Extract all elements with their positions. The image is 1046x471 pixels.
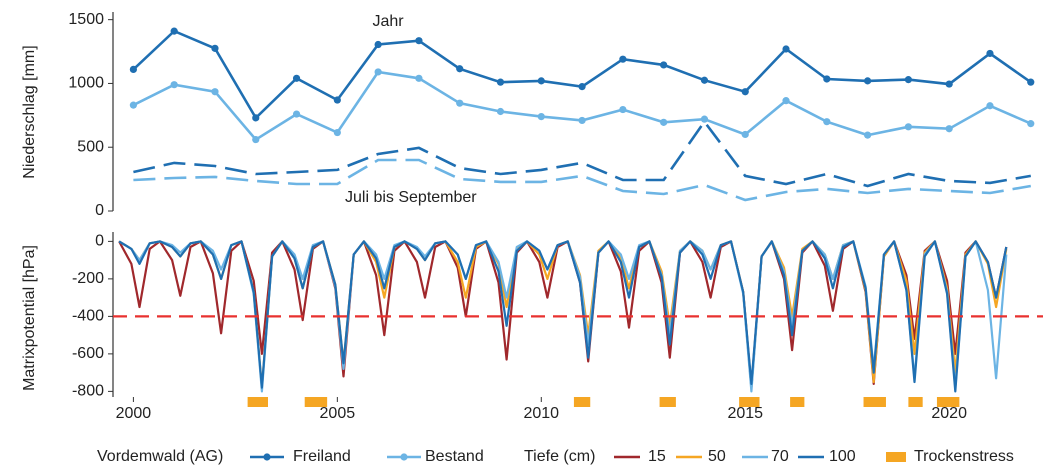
- stress-bar: [739, 397, 760, 407]
- point: [986, 49, 994, 58]
- point: [945, 125, 953, 133]
- y-tick-label: 1500: [68, 11, 104, 28]
- point: [211, 88, 219, 96]
- point: [292, 74, 301, 82]
- y-tick-label: -200: [72, 270, 104, 287]
- point: [823, 75, 831, 83]
- point: [415, 74, 423, 82]
- y-tick-label: 500: [77, 138, 104, 155]
- point: [170, 27, 178, 35]
- legend-label: Freiland: [293, 448, 351, 465]
- point: [496, 107, 505, 116]
- point: [782, 97, 790, 105]
- point: [945, 80, 953, 88]
- point: [660, 61, 668, 69]
- point: [1027, 120, 1035, 128]
- point: [252, 135, 260, 144]
- site-label: Vordemwald (AG): [97, 448, 223, 465]
- y-tick-label: 0: [95, 202, 104, 219]
- point: [578, 116, 586, 125]
- y-tick-label: 0: [95, 233, 104, 250]
- dashed-line: [133, 119, 1032, 188]
- point: [537, 77, 545, 85]
- legend-label: Trockenstress: [914, 448, 1014, 465]
- line: [132, 29, 1032, 120]
- stress-bar: [936, 397, 960, 407]
- point: [578, 83, 586, 91]
- annotation: Juli bis September: [345, 189, 477, 206]
- x-tick-label: 2000: [116, 405, 152, 422]
- point: [374, 68, 382, 76]
- legend-label: 15: [648, 448, 666, 465]
- point: [864, 77, 872, 85]
- point: [374, 40, 382, 49]
- y-axis-label: Niederschlag [mm]: [21, 45, 38, 178]
- legend-label: Bestand: [425, 448, 484, 465]
- x-tick-label: 2020: [931, 405, 967, 422]
- stress-bar: [659, 397, 676, 407]
- y-tick-label: -800: [72, 383, 104, 400]
- legend-swatch: [263, 453, 271, 461]
- stress-bar: [247, 397, 268, 407]
- legend-title: Tiefe (cm): [524, 448, 595, 465]
- point: [333, 96, 341, 104]
- point: [741, 130, 749, 139]
- point: [904, 123, 912, 131]
- y-tick-label: -600: [72, 345, 104, 362]
- point: [496, 78, 505, 86]
- point: [129, 101, 137, 109]
- line: [118, 240, 1008, 393]
- legend-label: 50: [708, 448, 726, 465]
- point: [904, 76, 912, 84]
- point: [129, 65, 137, 74]
- point: [823, 118, 831, 126]
- point: [700, 76, 709, 84]
- point: [986, 102, 994, 110]
- point: [782, 45, 790, 53]
- x-tick-label: 2005: [320, 405, 356, 422]
- point: [170, 81, 178, 89]
- point: [415, 37, 423, 45]
- y-tick-label: -400: [72, 308, 104, 325]
- point: [660, 118, 668, 126]
- legend-swatch: [886, 452, 906, 462]
- legend-label: 70: [771, 448, 789, 465]
- stress-bar: [573, 397, 591, 407]
- point: [537, 113, 545, 121]
- point: [333, 128, 341, 137]
- point: [619, 55, 627, 63]
- point: [741, 88, 749, 96]
- point: [211, 44, 219, 52]
- x-tick-label: 2015: [727, 405, 763, 422]
- x-tick-label: 2010: [523, 405, 559, 422]
- point: [252, 114, 260, 122]
- point: [864, 131, 872, 139]
- stress-bar: [908, 397, 923, 407]
- stress-bar: [790, 397, 805, 407]
- stress-bar: [863, 397, 886, 407]
- stress-bar: [304, 397, 328, 407]
- point: [292, 110, 301, 118]
- legend-label: 100: [829, 448, 856, 465]
- point: [700, 115, 709, 123]
- y-tick-label: 1000: [68, 75, 104, 92]
- y-axis-label: Matrixpotential [hPa]: [21, 245, 38, 391]
- point: [1027, 78, 1035, 86]
- annotation: Jahr: [372, 13, 404, 30]
- point: [456, 65, 464, 73]
- legend-swatch: [400, 453, 408, 461]
- point: [619, 105, 627, 114]
- point: [456, 99, 464, 107]
- dashed-line: [133, 158, 1032, 202]
